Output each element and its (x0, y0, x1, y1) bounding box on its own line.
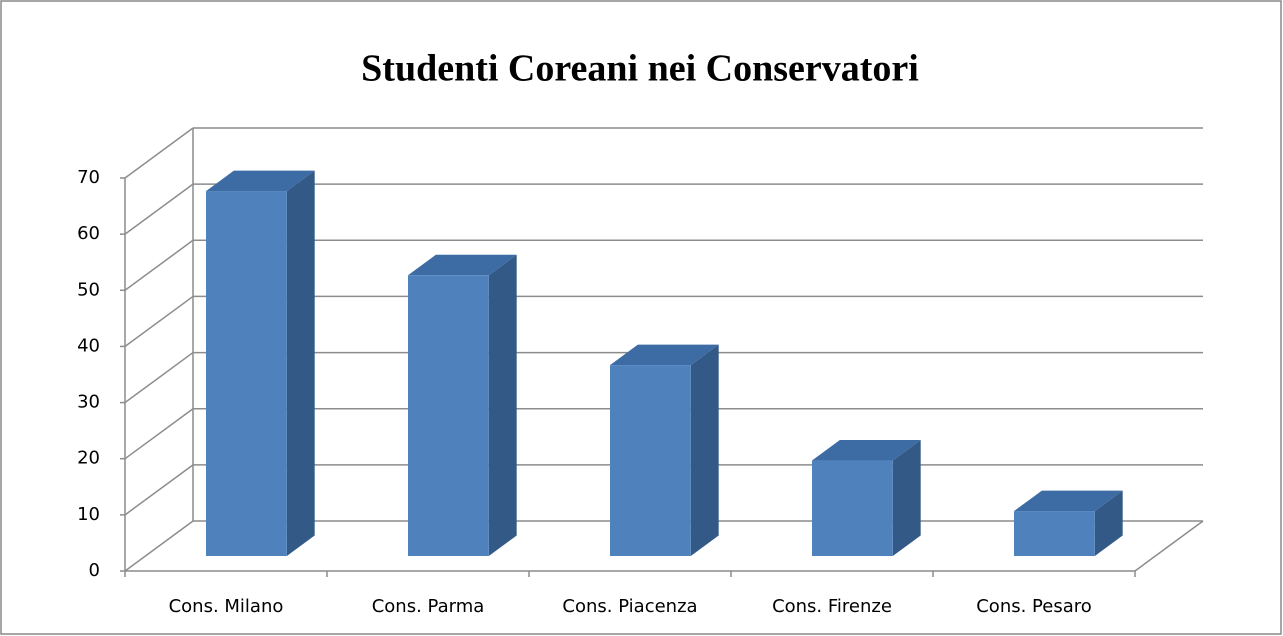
chart-title: Studenti Coreani nei Conservatori (361, 48, 919, 90)
bar-side (690, 344, 719, 556)
y-tick-label: 70 (77, 167, 100, 188)
grid-line (124, 127, 194, 179)
y-tick-label: 10 (77, 504, 100, 525)
bar-side (892, 440, 921, 556)
bar-side (1094, 490, 1123, 556)
grid-line (124, 351, 194, 404)
bar-top (206, 170, 315, 192)
grid-line (124, 408, 194, 460)
bar (1014, 511, 1095, 556)
grid-line (124, 295, 194, 348)
bar-top (1014, 490, 1123, 512)
grid-line (124, 520, 194, 572)
grid-line (124, 464, 194, 516)
floor-edge (1134, 520, 1204, 572)
bar (408, 275, 489, 556)
bar-top (812, 440, 921, 461)
y-tick-label: 40 (77, 335, 100, 356)
bar (206, 191, 287, 557)
y-tick-label: 50 (77, 279, 100, 300)
x-tick-label: Cons. Pesaro (976, 596, 1092, 617)
y-tick-label: 20 (77, 448, 100, 469)
bar (610, 365, 691, 556)
grid-line (124, 239, 194, 291)
y-tick-label: 0 (89, 560, 100, 581)
bar-side (488, 254, 517, 557)
x-tick-label: Cons. Piacenza (562, 596, 697, 617)
y-tick-label: 30 (77, 392, 100, 413)
bar-top (408, 254, 517, 276)
bar-top (610, 344, 719, 366)
grid-line (124, 183, 194, 235)
y-tick-label: 60 (77, 223, 100, 244)
x-tick-label: Cons. Milano (169, 596, 284, 617)
x-tick-label: Cons. Firenze (772, 596, 892, 617)
x-tick-label: Cons. Parma (372, 596, 485, 617)
bar (812, 460, 893, 556)
bar-side (286, 170, 315, 557)
